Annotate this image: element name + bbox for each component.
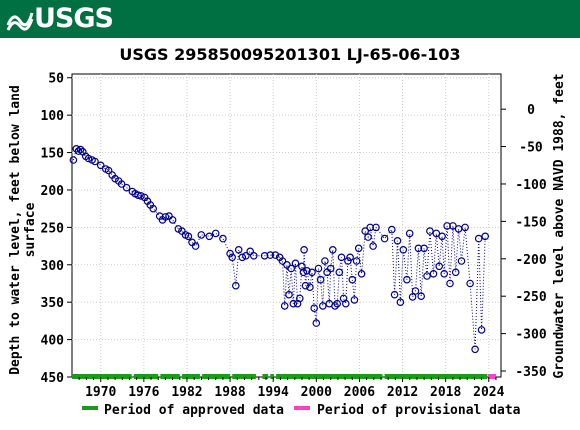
grid-lines (72, 74, 501, 377)
right-y-axis-ticks: 0 -50 -100 -150 -200 -250 -300 -350 (501, 103, 547, 380)
x-tick-label: 2018 (430, 385, 461, 400)
chart-title: USGS 295850095201301 LJ-65-06-103 (119, 45, 460, 64)
data-point (381, 235, 387, 241)
data-point (169, 217, 175, 223)
data-point (407, 230, 413, 236)
right-y-tick-label: 0 (527, 103, 535, 118)
right-y-tick-label: -200 (515, 253, 546, 268)
left-y-tick-label: 200 (41, 184, 65, 199)
left-y-tick-label: 300 (41, 259, 65, 274)
x-tick-label: 2000 (301, 385, 332, 400)
left-y-axis-ticks: 50 100 150 200 250 300 350 400 450 (41, 72, 72, 386)
x-tick-label: 1994 (258, 385, 289, 400)
data-point (206, 233, 212, 239)
approved-period-bar (262, 374, 268, 379)
left-y-tick-label: 450 (41, 371, 65, 386)
right-y-tick-label: -150 (515, 215, 546, 230)
right-y-tick-label: -250 (515, 290, 546, 305)
data-point (478, 327, 484, 333)
data-point (189, 239, 195, 245)
right-y-tick-label: -100 (515, 178, 546, 193)
data-point (198, 232, 204, 238)
left-y-tick-label: 150 (41, 147, 65, 162)
data-point (213, 230, 219, 236)
legend-provisional-swatch (294, 406, 310, 410)
legend-approved-label: Period of approved data (104, 403, 284, 418)
legend-approved-swatch (82, 406, 98, 410)
approved-period-bar (160, 374, 179, 379)
right-y-axis-label: Groundwater level above NAVD 1988, feet (552, 73, 567, 378)
data-point (353, 258, 359, 264)
data-line (73, 149, 485, 349)
x-tick-label: 1982 (171, 385, 202, 400)
data-point (192, 243, 198, 249)
left-y-axis-label-line2: surface (23, 202, 38, 257)
left-y-axis-label-line1: Depth to water level, feet below land (8, 85, 23, 375)
period-bars (72, 374, 496, 379)
x-tick-label: 2012 (387, 385, 418, 400)
x-tick-label: 1976 (128, 385, 159, 400)
data-point (370, 243, 376, 249)
approved-period-bar (182, 374, 200, 379)
x-tick-label: 1970 (85, 385, 116, 400)
x-tick-label: 2024 (473, 385, 504, 400)
data-point (427, 228, 433, 234)
x-tick-label: 1988 (214, 385, 245, 400)
series-line (73, 149, 485, 349)
right-y-tick-label: -50 (519, 141, 543, 156)
left-y-tick-label: 400 (41, 334, 65, 349)
x-tick-label: 2006 (344, 385, 375, 400)
approved-period-bar (385, 374, 488, 379)
plot-frame (72, 74, 501, 377)
left-y-tick-label: 100 (41, 109, 65, 124)
right-y-tick-label: -350 (515, 365, 546, 380)
data-points (70, 146, 488, 353)
approved-period-bar (134, 374, 158, 379)
x-axis-ticks: 1970 1976 1982 1988 1994 2000 2006 2012 2018 2024 (79, 377, 504, 400)
legend: Period of approved data Period of provis… (82, 403, 521, 418)
data-point (236, 247, 242, 253)
legend-provisional-label: Period of provisional data (317, 403, 521, 418)
left-y-tick-label: 350 (41, 296, 65, 311)
left-y-tick-label: 250 (41, 221, 65, 236)
data-point (220, 235, 226, 241)
data-point (424, 273, 430, 279)
left-y-tick-label: 50 (48, 72, 64, 87)
right-y-tick-label: -300 (515, 328, 546, 343)
